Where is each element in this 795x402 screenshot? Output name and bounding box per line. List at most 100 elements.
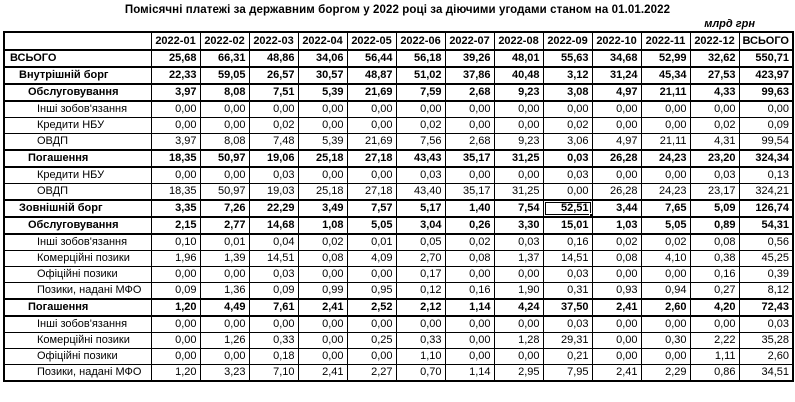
value-cell[interactable]: 5,05: [640, 216, 691, 235]
row-label-cell[interactable]: Позики, надані МФО: [3, 282, 152, 300]
value-cell[interactable]: 59,05: [199, 66, 250, 85]
value-cell[interactable]: 7,51: [248, 83, 299, 102]
value-cell[interactable]: 0,08: [591, 250, 642, 267]
value-cell[interactable]: 0,00: [444, 166, 495, 184]
value-cell[interactable]: 0,00: [199, 117, 250, 134]
value-cell[interactable]: 1,08: [297, 216, 348, 235]
value-cell[interactable]: 4,24: [493, 298, 544, 317]
value-cell[interactable]: 0,00: [150, 166, 201, 184]
value-cell[interactable]: 0,00: [591, 100, 642, 118]
value-cell[interactable]: 0,02: [248, 117, 299, 134]
value-cell[interactable]: 34,06: [297, 49, 348, 68]
value-cell[interactable]: 7,57: [346, 199, 397, 218]
value-cell[interactable]: 3,44: [591, 199, 642, 218]
value-cell[interactable]: 0,16: [542, 233, 593, 251]
value-cell[interactable]: 1,11: [689, 348, 740, 365]
value-cell[interactable]: 2,41: [591, 364, 642, 382]
value-cell[interactable]: 4,33: [689, 83, 740, 102]
value-cell[interactable]: 0,00: [297, 266, 348, 283]
value-cell[interactable]: 3,06: [542, 133, 593, 151]
value-cell[interactable]: 24,23: [640, 149, 691, 168]
value-cell[interactable]: 7,10: [248, 364, 299, 382]
row-label-cell[interactable]: ОВДП: [3, 133, 152, 151]
value-cell[interactable]: 2,15: [150, 216, 201, 235]
value-cell[interactable]: 45,34: [640, 66, 691, 85]
value-cell[interactable]: 0,00: [346, 117, 397, 134]
value-cell[interactable]: 0,00: [640, 166, 691, 184]
value-cell[interactable]: 0,00: [493, 348, 544, 365]
value-cell[interactable]: 0,10: [150, 233, 201, 251]
value-cell[interactable]: 0,00: [640, 266, 691, 283]
value-cell[interactable]: 40,48: [493, 66, 544, 85]
value-cell[interactable]: 48,87: [346, 66, 397, 85]
value-cell[interactable]: 0,56: [738, 233, 794, 251]
value-cell[interactable]: 3,35: [150, 199, 201, 218]
value-cell[interactable]: 2,29: [640, 364, 691, 382]
value-cell[interactable]: 45,25: [738, 250, 794, 267]
value-cell[interactable]: 0,00: [150, 348, 201, 365]
value-cell[interactable]: 0,25: [346, 332, 397, 349]
value-cell[interactable]: 0,00: [444, 348, 495, 365]
value-cell[interactable]: 37,50: [542, 298, 593, 317]
value-cell[interactable]: 0,00: [297, 117, 348, 134]
value-cell[interactable]: 2,41: [297, 364, 348, 382]
value-cell[interactable]: 7,61: [248, 298, 299, 317]
value-cell[interactable]: 39,26: [444, 49, 495, 68]
value-cell[interactable]: 2,95: [493, 364, 544, 382]
value-cell[interactable]: 0,03: [542, 149, 593, 168]
value-cell[interactable]: 0,00: [297, 332, 348, 349]
value-cell[interactable]: 0,00: [493, 315, 544, 333]
value-cell[interactable]: 0,89: [689, 216, 740, 235]
value-cell[interactable]: 32,62: [689, 49, 740, 68]
value-cell[interactable]: 0,30: [640, 332, 691, 349]
column-header[interactable]: 2022-02: [199, 31, 250, 51]
value-cell[interactable]: 3,12: [542, 66, 593, 85]
value-cell[interactable]: 23,20: [689, 149, 740, 168]
value-cell[interactable]: 0,00: [199, 315, 250, 333]
value-cell[interactable]: 51,02: [395, 66, 446, 85]
value-cell[interactable]: 0,03: [493, 233, 544, 251]
value-cell[interactable]: 0,39: [738, 266, 794, 283]
value-cell[interactable]: 0,33: [248, 332, 299, 349]
value-cell[interactable]: 0,21: [542, 348, 593, 365]
value-cell[interactable]: 2,41: [591, 298, 642, 317]
value-cell[interactable]: 0,00: [444, 100, 495, 118]
value-cell[interactable]: 0,00: [297, 166, 348, 184]
value-cell[interactable]: 21,11: [640, 83, 691, 102]
value-cell[interactable]: 324,21: [738, 183, 794, 201]
value-cell[interactable]: 0,00: [150, 100, 201, 118]
value-cell[interactable]: 0,00: [493, 117, 544, 134]
value-cell[interactable]: 2,70: [395, 250, 446, 267]
value-cell[interactable]: 2,27: [346, 364, 397, 382]
value-cell[interactable]: 0,00: [199, 348, 250, 365]
value-cell[interactable]: 50,97: [199, 149, 250, 168]
value-cell[interactable]: 1,20: [150, 298, 201, 317]
value-cell[interactable]: 4,97: [591, 83, 642, 102]
value-cell[interactable]: 31,25: [493, 149, 544, 168]
value-cell[interactable]: 0,09: [248, 282, 299, 300]
value-cell[interactable]: 0,33: [395, 332, 446, 349]
value-cell[interactable]: 23,17: [689, 183, 740, 201]
value-cell[interactable]: 0,02: [444, 233, 495, 251]
value-cell[interactable]: 126,74: [738, 199, 794, 218]
value-cell[interactable]: 0,02: [542, 117, 593, 134]
value-cell[interactable]: 3,97: [150, 83, 201, 102]
value-cell[interactable]: 8,12: [738, 282, 794, 300]
value-cell[interactable]: 0,13: [738, 166, 794, 184]
value-cell[interactable]: 1,14: [444, 298, 495, 317]
value-cell[interactable]: 0,09: [738, 117, 794, 134]
value-cell[interactable]: 21,69: [346, 83, 397, 102]
value-cell[interactable]: 0,00: [346, 266, 397, 283]
value-cell[interactable]: 15,01: [542, 216, 593, 235]
value-cell[interactable]: 0,00: [591, 315, 642, 333]
value-cell[interactable]: 0,00: [199, 166, 250, 184]
value-cell[interactable]: 1,14: [444, 364, 495, 382]
value-cell[interactable]: 0,00: [444, 117, 495, 134]
value-cell[interactable]: 4,49: [199, 298, 250, 317]
value-cell[interactable]: 0,00: [248, 315, 299, 333]
value-cell[interactable]: 324,34: [738, 149, 794, 168]
value-cell[interactable]: 0,01: [199, 233, 250, 251]
value-cell[interactable]: 52,99: [640, 49, 691, 68]
value-cell[interactable]: 34,68: [591, 49, 642, 68]
value-cell[interactable]: 0,00: [689, 315, 740, 333]
